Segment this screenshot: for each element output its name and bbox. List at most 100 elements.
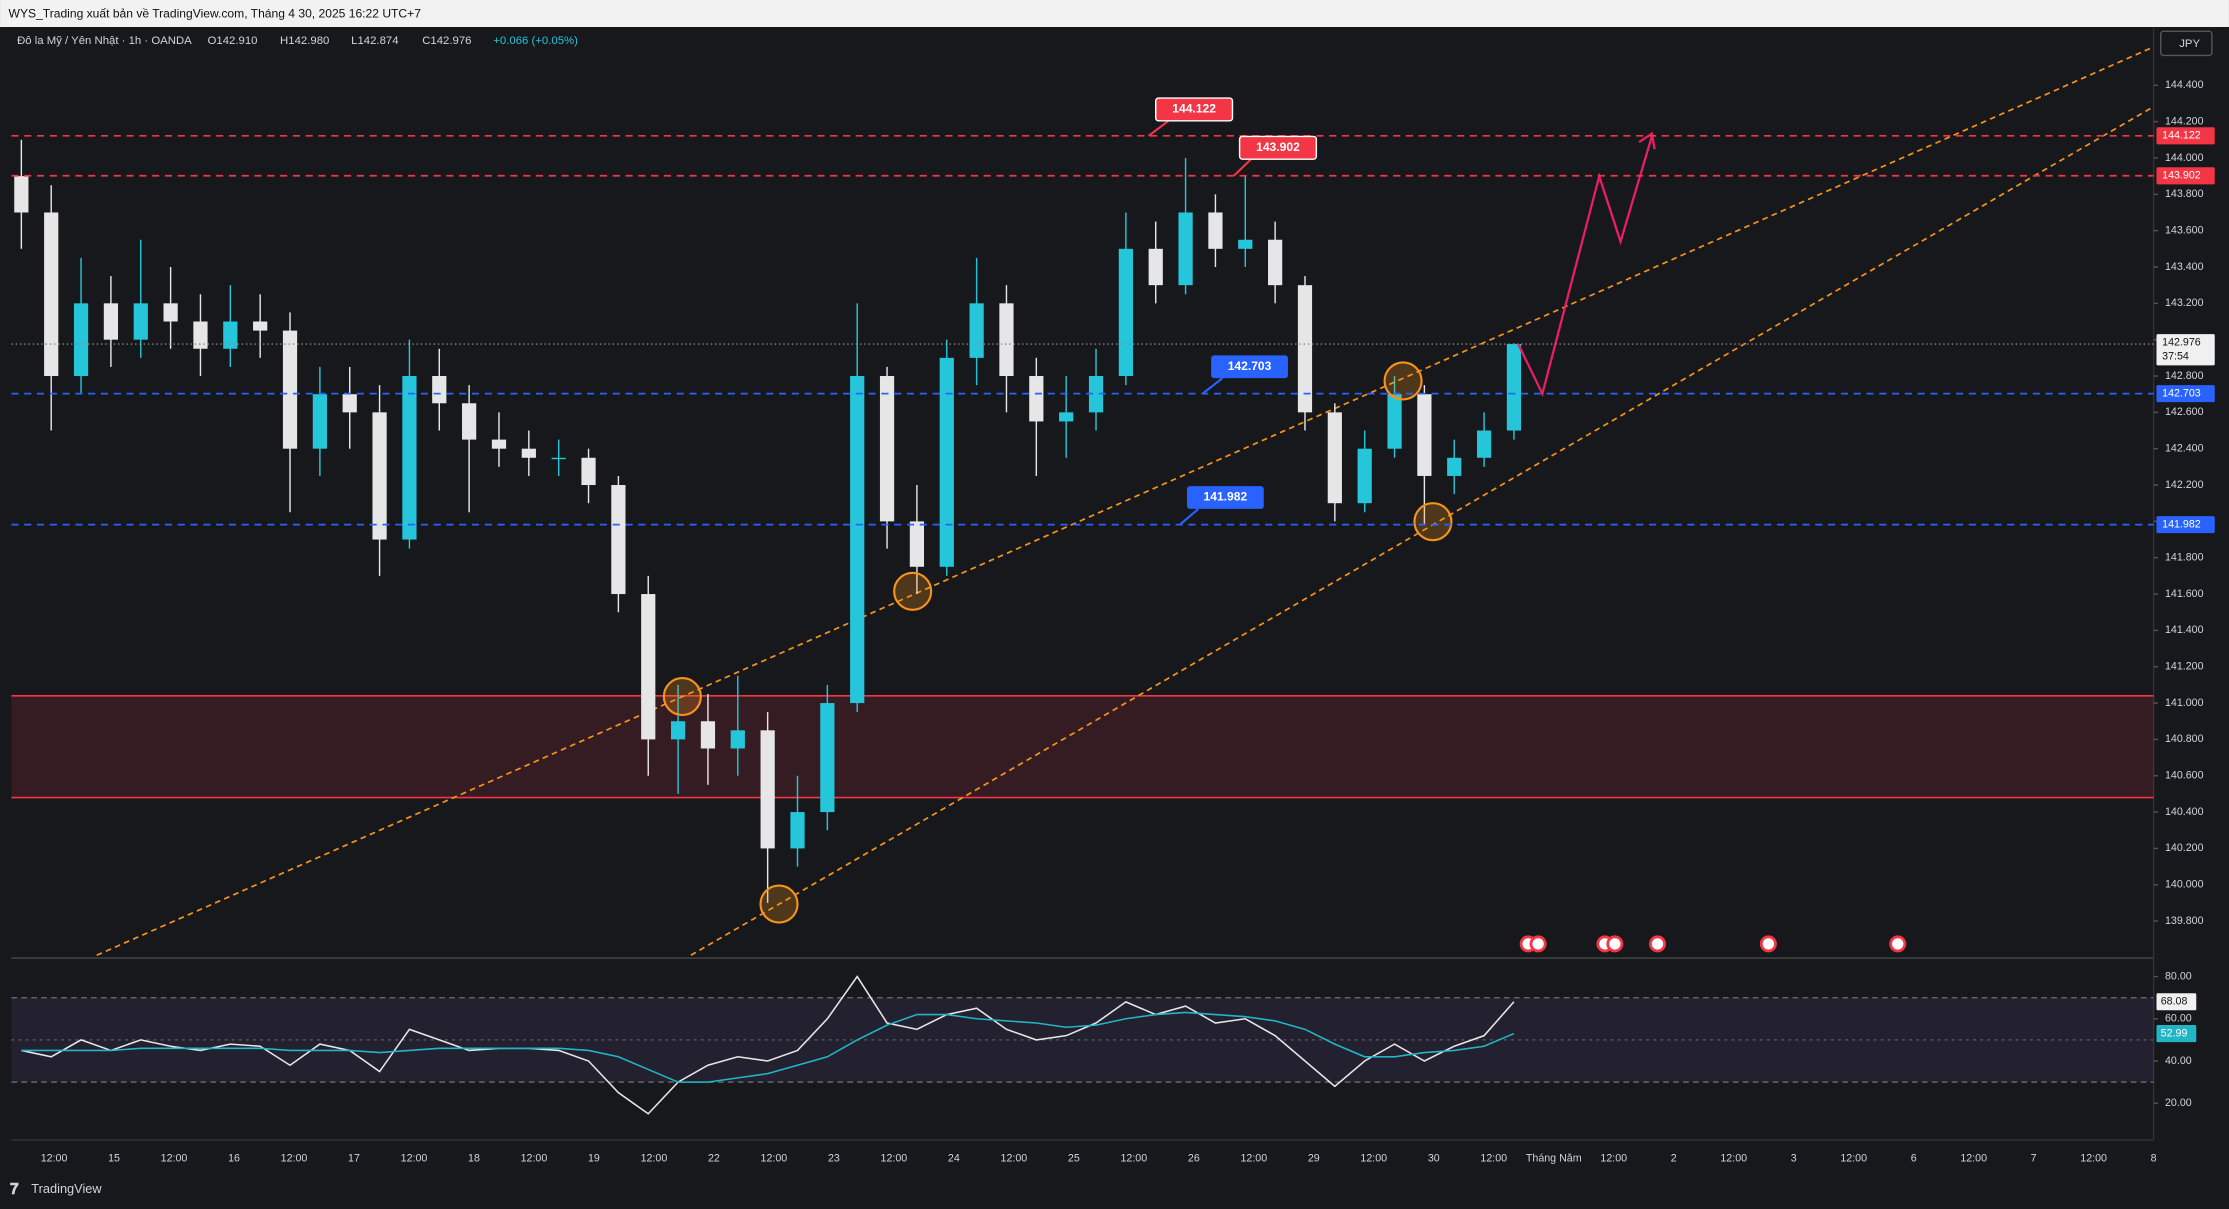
candle-body bbox=[1208, 212, 1223, 249]
currency-box[interactable] bbox=[2160, 30, 2213, 57]
candle-body bbox=[253, 321, 268, 331]
x-tick-label: 23 bbox=[828, 1152, 840, 1164]
x-tick-label: Tháng Năm bbox=[1526, 1152, 1582, 1164]
x-tick-label: 12:00 bbox=[761, 1152, 788, 1164]
candle-body bbox=[521, 448, 536, 458]
ohlc-close: C142.976 bbox=[422, 35, 471, 47]
event-icon[interactable] bbox=[1606, 935, 1624, 953]
zone bbox=[11, 695, 2154, 798]
candle-body bbox=[939, 357, 954, 567]
candle-body bbox=[1357, 448, 1372, 504]
candle-body bbox=[700, 721, 716, 749]
candle-body bbox=[1059, 412, 1074, 422]
rsi-tag-label: 52.99 bbox=[2161, 1027, 2188, 1039]
event-icon[interactable] bbox=[1889, 935, 1907, 953]
x-tick-label: 22 bbox=[708, 1152, 720, 1164]
event-icon[interactable] bbox=[1529, 935, 1547, 953]
y-tick-label: 141.600 bbox=[2165, 588, 2204, 600]
x-tick-label: 12:00 bbox=[281, 1152, 308, 1164]
x-tick-label: 7 bbox=[2031, 1152, 2037, 1164]
y-tick-label: 60.00 bbox=[2165, 1013, 2192, 1025]
x-tick-label: 6 bbox=[1911, 1152, 1917, 1164]
y-tick-label: 142.600 bbox=[2165, 406, 2204, 418]
y-tick-label: 141.400 bbox=[2165, 624, 2204, 636]
level-tag bbox=[2156, 385, 2215, 403]
y-tick-label: 143.400 bbox=[2165, 261, 2204, 273]
x-tick-label: 25 bbox=[1068, 1152, 1080, 1164]
callout-pointer bbox=[1147, 119, 1170, 137]
candle-body bbox=[1447, 457, 1462, 476]
candle-body bbox=[163, 303, 178, 322]
candle-body bbox=[1029, 376, 1044, 422]
y-tick-label: 142.400 bbox=[2165, 443, 2204, 455]
callout-box bbox=[1238, 135, 1318, 160]
trendline[interactable] bbox=[96, 46, 2154, 957]
level-tag bbox=[2156, 127, 2215, 145]
x-tick-label: 12:00 bbox=[881, 1152, 908, 1164]
rsi-tag bbox=[2156, 993, 2197, 1011]
x-tick-label: 16 bbox=[228, 1152, 240, 1164]
candle-body bbox=[1506, 344, 1522, 431]
callout-box bbox=[1155, 97, 1234, 122]
candle-body bbox=[1297, 285, 1313, 413]
level-tag-label: 141.982 bbox=[2162, 518, 2201, 530]
trendline[interactable] bbox=[690, 105, 2155, 956]
y-tick-label: 20.00 bbox=[2165, 1097, 2192, 1109]
x-tick-label: 12:00 bbox=[1360, 1152, 1387, 1164]
y-tick-label: 141.800 bbox=[2165, 552, 2204, 564]
y-tick-label: 144.400 bbox=[2165, 79, 2204, 91]
x-tick-label: 12:00 bbox=[2080, 1152, 2107, 1164]
level-tag-label: 142.703 bbox=[2162, 387, 2201, 399]
candle-body bbox=[1088, 376, 1104, 413]
y-tick-label: 140.400 bbox=[2165, 806, 2204, 818]
callout-pointer bbox=[1179, 508, 1200, 526]
ohlc-high: H142.980 bbox=[280, 35, 329, 47]
level-tag bbox=[2156, 516, 2215, 534]
footer-logo-mark: 𝟕 bbox=[10, 1181, 19, 1198]
callout-label: 144.122 bbox=[1172, 102, 1216, 116]
touch-circle bbox=[893, 571, 933, 611]
x-tick-label: 3 bbox=[1791, 1152, 1797, 1164]
candle-body bbox=[790, 812, 805, 849]
touch-circle bbox=[759, 884, 799, 924]
ohlc-change: +0.066 (+0.05%) bbox=[493, 35, 578, 47]
candle-body bbox=[432, 376, 447, 404]
candle-body bbox=[1417, 394, 1432, 476]
candle-body bbox=[73, 303, 89, 377]
event-icon[interactable] bbox=[1759, 935, 1777, 953]
event-icon[interactable] bbox=[1648, 935, 1667, 953]
candle-body bbox=[1387, 394, 1402, 449]
candle-body bbox=[1476, 430, 1492, 458]
candle-body bbox=[133, 303, 148, 340]
callout-label: 141.982 bbox=[1204, 490, 1248, 504]
candle-body bbox=[491, 439, 507, 449]
touch-circle bbox=[1383, 361, 1423, 401]
y-tick-label: 139.800 bbox=[2165, 915, 2204, 927]
candle-body bbox=[1327, 412, 1342, 504]
y-tick-label: 142.800 bbox=[2165, 370, 2204, 382]
ohlc-open: O142.910 bbox=[208, 35, 258, 47]
candle-body bbox=[44, 212, 59, 377]
x-tick-label: 12:00 bbox=[1120, 1152, 1147, 1164]
candle-body bbox=[103, 303, 119, 340]
candle-body bbox=[462, 403, 477, 440]
x-tick-label: 30 bbox=[1428, 1152, 1440, 1164]
current-price-label: 142.976 bbox=[2162, 336, 2201, 348]
x-tick-label: 18 bbox=[468, 1152, 480, 1164]
candle-body bbox=[730, 730, 745, 749]
x-tick-label: 26 bbox=[1188, 1152, 1200, 1164]
candle-body bbox=[999, 303, 1014, 377]
candle-body bbox=[372, 412, 387, 540]
y-tick-label: 140.000 bbox=[2165, 879, 2204, 891]
y-tick-label: 143.800 bbox=[2165, 188, 2204, 200]
touch-points bbox=[662, 361, 1453, 924]
x-tick-label: 15 bbox=[108, 1152, 120, 1164]
x-tick-label: 12:00 bbox=[1240, 1152, 1267, 1164]
y-tick-label: 80.00 bbox=[2165, 970, 2192, 982]
touch-circle bbox=[1413, 502, 1453, 542]
rsi-tag-label: 68.08 bbox=[2161, 996, 2188, 1008]
x-tick-label: 12:00 bbox=[1480, 1152, 1507, 1164]
x-tick-label: 12:00 bbox=[1840, 1152, 1867, 1164]
candle-body bbox=[850, 376, 865, 704]
